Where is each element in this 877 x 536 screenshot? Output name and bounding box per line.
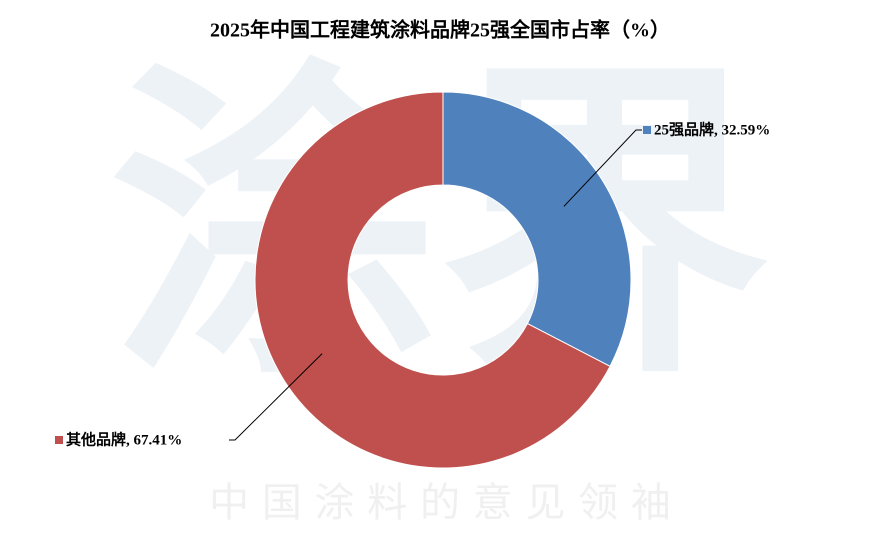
donut-slice <box>442 91 632 367</box>
leader-line <box>563 129 642 207</box>
label-key <box>643 126 651 134</box>
chart-title: 2025年中国工程建筑涂料品牌25强全国市占率（%） <box>210 18 670 42</box>
donut-slice <box>254 91 611 469</box>
leader-line <box>229 353 323 441</box>
data-label: 其他品牌, 67.41% <box>66 430 182 448</box>
watermark-slogan: 中 国 涂 料 的 意 见 领 袖 <box>209 480 671 526</box>
data-label: 25强品牌, 32.59% <box>654 120 770 138</box>
label-key <box>55 436 63 444</box>
